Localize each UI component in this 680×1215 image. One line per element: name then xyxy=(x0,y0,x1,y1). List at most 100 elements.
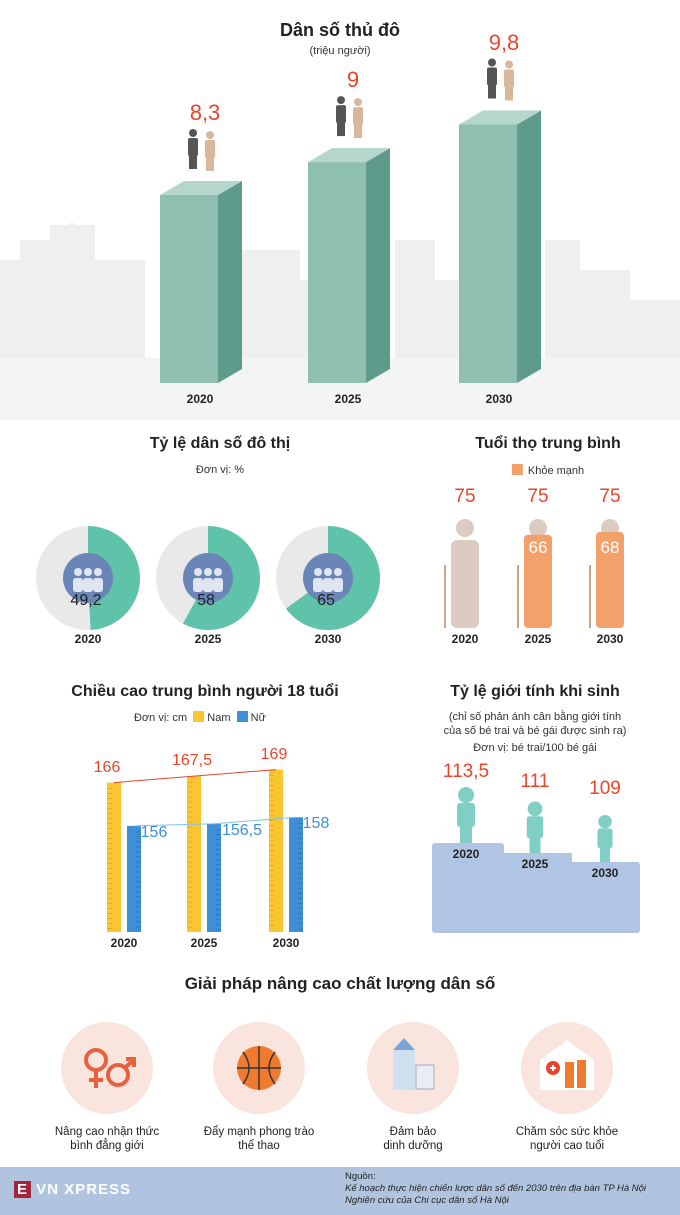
female-height-value: 158 xyxy=(302,815,330,833)
solution-label-2: thể thao xyxy=(238,1140,280,1152)
elder-head xyxy=(456,519,474,537)
solution-label-2: người cao tuổi xyxy=(529,1140,605,1152)
milk-icon xyxy=(393,1038,435,1090)
life-value: 75 xyxy=(599,486,621,507)
population-year: 2030 xyxy=(485,392,513,406)
urban-value: 49,2 xyxy=(70,592,102,609)
height-year: 2020 xyxy=(110,936,138,950)
urban-year: 2030 xyxy=(314,632,342,646)
height-year: 2025 xyxy=(190,936,218,950)
life-legend: Khỏe mạnh xyxy=(511,464,585,477)
population-bar-2020 xyxy=(160,195,218,383)
bar-top xyxy=(308,148,390,163)
male-height-value: 169 xyxy=(260,745,288,763)
person-legs xyxy=(337,122,345,137)
sex-ratio-value: 109 xyxy=(589,778,621,799)
person-icon xyxy=(488,58,496,67)
male-height-bar-2025 xyxy=(187,776,201,932)
person-body xyxy=(336,105,346,124)
person-body xyxy=(504,69,514,88)
boy-icon xyxy=(527,801,543,817)
sex-unit: Đơn vị: bé trai/100 bé gái xyxy=(473,742,597,754)
city-skyline xyxy=(0,222,680,420)
height-unit: Đơn vị: cm xyxy=(134,712,188,724)
person-icon xyxy=(337,96,345,105)
person-legs xyxy=(354,124,362,139)
population-bar-2030 xyxy=(459,124,517,383)
male-trend-line xyxy=(113,769,277,784)
healthy-swatch xyxy=(511,464,523,475)
female-trend-line xyxy=(133,816,297,827)
population-value: 9 xyxy=(346,67,360,93)
height-title: Chiều cao trung bình người 18 tuổi xyxy=(71,683,339,700)
source-1: Kế hoạch thực hiện chiến lược dân số đến… xyxy=(345,1183,647,1194)
sex-year: 2030 xyxy=(591,866,619,880)
person-body xyxy=(323,578,333,592)
healthy-portion-2025 xyxy=(524,534,552,628)
male-height-bar-2030 xyxy=(269,769,283,932)
sex-note-2: của số bé trai và bé gái được sinh ra) xyxy=(443,725,627,737)
person-body xyxy=(83,578,93,592)
person-icon xyxy=(354,98,362,107)
person-head xyxy=(194,568,202,576)
population-title: Dân số thủ đô xyxy=(280,20,400,40)
urban-value: 65 xyxy=(317,592,335,609)
solution-label-1: Đảm bảo xyxy=(389,1126,437,1138)
basketball-icon xyxy=(237,1046,281,1090)
urban-year: 2020 xyxy=(74,632,102,646)
population-year: 2025 xyxy=(334,392,362,406)
elder-head xyxy=(529,519,547,537)
bar-top xyxy=(459,110,541,125)
height-year: 2030 xyxy=(272,936,300,950)
person-body xyxy=(203,578,213,592)
solution-label-2: dinh dưỡng xyxy=(383,1140,443,1152)
female-label: Nữ xyxy=(250,712,266,724)
source-2: Nghiên cứu của Chi cục dân số Hà Nội xyxy=(345,1195,509,1206)
male-swatch xyxy=(193,711,205,722)
person-legs xyxy=(505,86,513,101)
bar-side xyxy=(517,110,541,383)
person-legs xyxy=(189,155,197,169)
urban-year: 2025 xyxy=(194,632,222,646)
healthy-value: 68 xyxy=(600,538,620,557)
solution-label-1: Nâng cao nhận thức xyxy=(54,1126,160,1138)
person-head xyxy=(84,568,92,576)
person-legs xyxy=(206,157,214,171)
female-height-value: 156,5 xyxy=(221,821,263,839)
boy-legs xyxy=(599,847,611,862)
elderly-care-icon xyxy=(540,1040,594,1090)
footer: E VN XPRESS Nguồn: Kế hoạch thực hiện ch… xyxy=(0,1167,680,1215)
sex-year: 2025 xyxy=(521,857,549,871)
bar-side xyxy=(366,148,390,383)
life-title: Tuổi thọ trung bình xyxy=(475,435,621,452)
life-year: 2025 xyxy=(524,632,552,646)
solution-circles xyxy=(61,1022,613,1114)
elder-body-2020 xyxy=(451,540,479,628)
female-height-bar-2020 xyxy=(127,825,141,932)
life-legend-label: Khỏe mạnh xyxy=(527,465,585,477)
boy-legs xyxy=(460,826,472,843)
sex-note-1: (chỉ số phản ánh cân bằng giới tính xyxy=(448,711,622,723)
person-body xyxy=(93,578,103,592)
life-value: 75 xyxy=(527,486,549,507)
person-head xyxy=(74,568,82,576)
bar-top xyxy=(160,181,242,195)
sex-ratio-value: 113,5 xyxy=(442,761,490,782)
person-legs xyxy=(488,84,496,99)
female-swatch xyxy=(236,711,248,722)
step-2030 xyxy=(568,862,640,933)
person-body xyxy=(313,578,323,592)
population-value: 9,8 xyxy=(488,29,520,55)
height-legend: Đơn vị: cm Nam Nữ xyxy=(134,711,266,724)
person-body xyxy=(205,140,215,158)
boy-body xyxy=(457,803,475,827)
solutions-title: Giải pháp nâng cao chất lượng dân số xyxy=(184,974,496,993)
female-height-bar-2030 xyxy=(289,817,303,932)
step-2020 xyxy=(432,843,504,933)
population-bar-2025 xyxy=(308,162,366,383)
source-label: Nguồn: xyxy=(345,1171,376,1182)
person-body xyxy=(213,578,223,592)
population-unit: (triệu người) xyxy=(309,45,371,57)
sex-title: Tỷ lệ giới tính khi sinh xyxy=(450,683,620,700)
